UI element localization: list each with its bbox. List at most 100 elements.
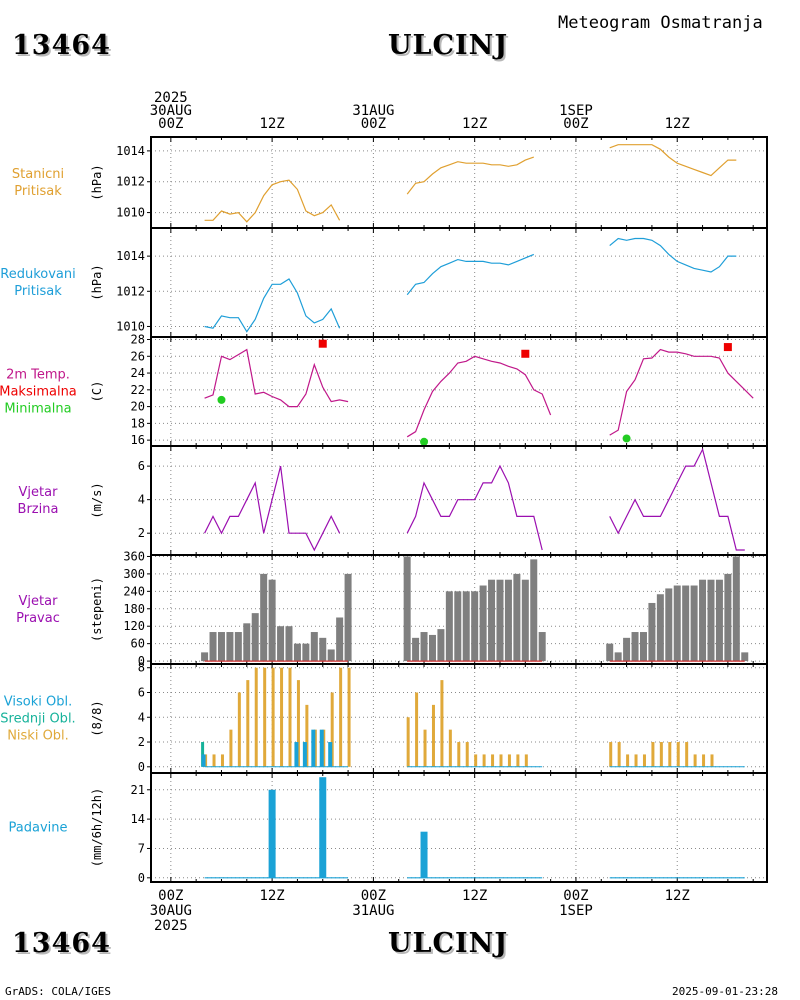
series-line	[406, 253, 535, 296]
direction-bar	[437, 629, 445, 662]
y-axis-title: (hPa)	[90, 264, 104, 300]
ytick-label: 1014	[116, 249, 145, 263]
direction-bar	[682, 585, 690, 662]
ytick-label: 2	[138, 526, 145, 540]
direction-bar	[285, 626, 293, 662]
direction-bar	[454, 591, 462, 662]
direction-bar	[310, 632, 318, 662]
y-axis-title: (C)	[90, 381, 104, 403]
cloud-bar	[668, 742, 672, 767]
bottom-time-label: 12Z	[462, 888, 487, 904]
cloud-bar	[702, 754, 706, 767]
panel-frame	[150, 772, 768, 883]
series-line	[406, 156, 534, 195]
cloud-bar	[406, 717, 410, 767]
series-line	[609, 348, 754, 436]
cloud-bar	[330, 692, 334, 767]
direction-bar	[614, 652, 622, 662]
cloud-bar	[302, 742, 307, 767]
direction-bar	[445, 591, 453, 662]
direction-bar	[656, 594, 664, 662]
y-axis-title: (mm/6h/12h)	[90, 788, 104, 867]
cloud-bar	[319, 729, 324, 767]
top-time-label: 31AUG	[352, 103, 394, 119]
series-line	[609, 144, 737, 177]
cloud-bar	[634, 754, 638, 767]
cloud-bar	[339, 667, 343, 767]
ytick-label: 1012	[116, 175, 145, 189]
direction-bar	[496, 579, 504, 662]
direction-bar	[732, 556, 740, 662]
bottom-time-label: 00Z	[563, 888, 588, 904]
bottom-time-label: 12Z	[259, 888, 284, 904]
direction-bar	[268, 579, 276, 662]
footer-timestamp: 2025-09-01-23:28	[672, 985, 778, 998]
direction-bar	[344, 573, 352, 662]
ytick-label: 18	[131, 416, 145, 430]
direction-bar	[673, 585, 681, 662]
series-line	[406, 355, 552, 438]
panel-label: Pravac	[16, 611, 60, 626]
ytick-label: 8	[138, 661, 145, 675]
bottom-time-label: 00Z	[158, 888, 183, 904]
direction-bar	[277, 626, 285, 662]
tmax-marker	[318, 339, 327, 348]
cloud-bar	[296, 680, 300, 767]
cloud-bar	[288, 667, 292, 767]
ytick-label: 1012	[116, 284, 145, 298]
cloud-bar	[328, 742, 333, 767]
ytick-label: 240	[123, 584, 145, 598]
tmin-marker	[622, 434, 631, 443]
panel-frame	[150, 227, 768, 338]
panel-label: Niski Obl.	[7, 729, 69, 744]
ytick-label: 14	[131, 812, 145, 826]
ytick-label: 4	[138, 493, 145, 507]
panel-label: Padavine	[9, 821, 68, 836]
direction-bar	[428, 634, 436, 662]
ytick-label: 24	[131, 366, 145, 380]
top-time-label: 00Z	[158, 116, 183, 132]
direction-bar	[471, 591, 479, 662]
panel-label: Minimalna	[4, 402, 71, 417]
direction-bar	[234, 632, 242, 662]
ytick-label: 4	[138, 710, 145, 724]
bottom-time-label: 12Z	[665, 888, 690, 904]
cloud-bar	[237, 692, 241, 767]
series-line	[204, 465, 341, 552]
y-axis-title: (m/s)	[90, 482, 104, 518]
cloud-bar	[423, 729, 427, 767]
direction-bar	[412, 637, 420, 662]
panel-label: Visoki Obl.	[4, 695, 72, 710]
ytick-label: 360	[123, 549, 145, 563]
bottom-time-label: 30AUG	[150, 903, 192, 919]
station-name-bottom: ULCINJ	[388, 928, 509, 959]
tmin-marker	[217, 395, 226, 404]
cloud-bar	[642, 754, 646, 767]
ytick-label: 28	[131, 333, 145, 347]
top-time-label: 1SEP	[559, 103, 593, 119]
top-time-label: 2025	[154, 90, 188, 106]
cloud-bar	[474, 754, 478, 767]
series-line	[204, 179, 341, 223]
direction-bar	[403, 556, 411, 662]
top-time-label: 12Z	[665, 116, 690, 132]
direction-bar	[420, 632, 428, 662]
cloud-bar	[507, 754, 511, 767]
direction-bar	[724, 573, 732, 662]
direction-bar	[690, 585, 698, 662]
panel-label: Maksimalna	[0, 385, 77, 400]
precip-bar	[319, 777, 327, 878]
cloud-bar	[212, 754, 216, 767]
cloud-bar	[609, 742, 613, 767]
direction-bar	[479, 585, 487, 662]
direction-bar	[665, 588, 673, 662]
cloud-bar	[685, 742, 689, 767]
panel-label: Pritisak	[14, 184, 62, 199]
panel-frame	[150, 336, 768, 447]
footer-grads: GrADS: COLA/IGES	[5, 985, 111, 998]
top-time-label: 00Z	[361, 116, 386, 132]
ytick-label: 26	[131, 349, 145, 363]
top-time-label: 00Z	[563, 116, 588, 132]
series-line	[204, 348, 349, 408]
